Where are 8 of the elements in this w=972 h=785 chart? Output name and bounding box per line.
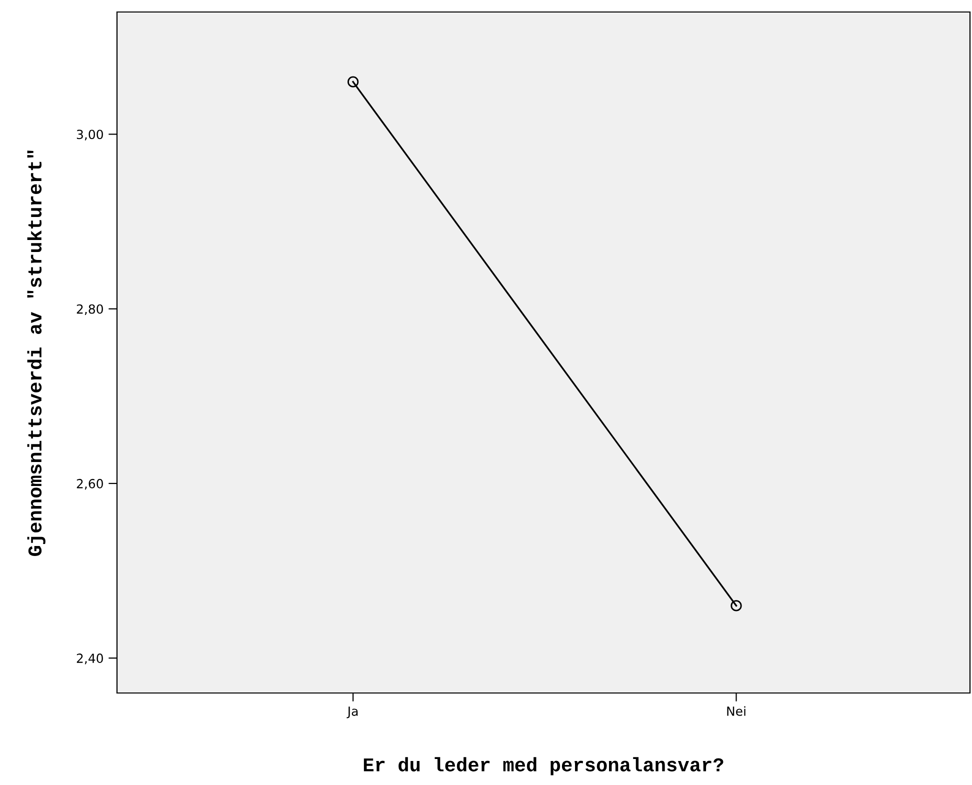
y-tick-label: 2,80 <box>76 304 103 316</box>
y-tick-label: 2,60 <box>76 478 103 490</box>
x-tick-label: Ja <box>346 706 358 718</box>
x-axis-title: Er du leder med personalansvar? <box>364 757 724 776</box>
y-tick-label: 3,00 <box>76 130 103 140</box>
y-axis-title: Gjennomsnittsverdi av "strukturert" <box>27 150 46 556</box>
x-tick-label: Nei <box>727 706 746 716</box>
y-tick-label: 2,40 <box>76 654 103 664</box>
